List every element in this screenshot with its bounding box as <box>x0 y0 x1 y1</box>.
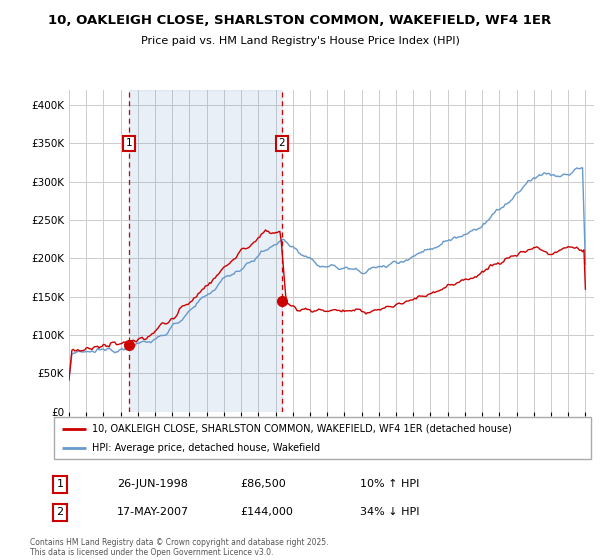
Text: £144,000: £144,000 <box>240 507 293 517</box>
Text: 1: 1 <box>125 138 132 148</box>
Text: 10% ↑ HPI: 10% ↑ HPI <box>360 479 419 489</box>
Text: 17-MAY-2007: 17-MAY-2007 <box>117 507 189 517</box>
Text: £86,500: £86,500 <box>240 479 286 489</box>
Bar <box>129 90 282 412</box>
Text: 1: 1 <box>56 479 64 489</box>
Text: 2: 2 <box>56 507 64 517</box>
Text: 26-JUN-1998: 26-JUN-1998 <box>117 479 188 489</box>
Text: 2: 2 <box>278 138 285 148</box>
FancyBboxPatch shape <box>54 417 591 459</box>
Text: 10, OAKLEIGH CLOSE, SHARLSTON COMMON, WAKEFIELD, WF4 1ER: 10, OAKLEIGH CLOSE, SHARLSTON COMMON, WA… <box>49 14 551 27</box>
Text: 34% ↓ HPI: 34% ↓ HPI <box>360 507 419 517</box>
Text: HPI: Average price, detached house, Wakefield: HPI: Average price, detached house, Wake… <box>92 443 320 453</box>
Text: Contains HM Land Registry data © Crown copyright and database right 2025.
This d: Contains HM Land Registry data © Crown c… <box>30 538 329 557</box>
Text: Price paid vs. HM Land Registry's House Price Index (HPI): Price paid vs. HM Land Registry's House … <box>140 36 460 46</box>
Text: 10, OAKLEIGH CLOSE, SHARLSTON COMMON, WAKEFIELD, WF4 1ER (detached house): 10, OAKLEIGH CLOSE, SHARLSTON COMMON, WA… <box>92 423 511 433</box>
